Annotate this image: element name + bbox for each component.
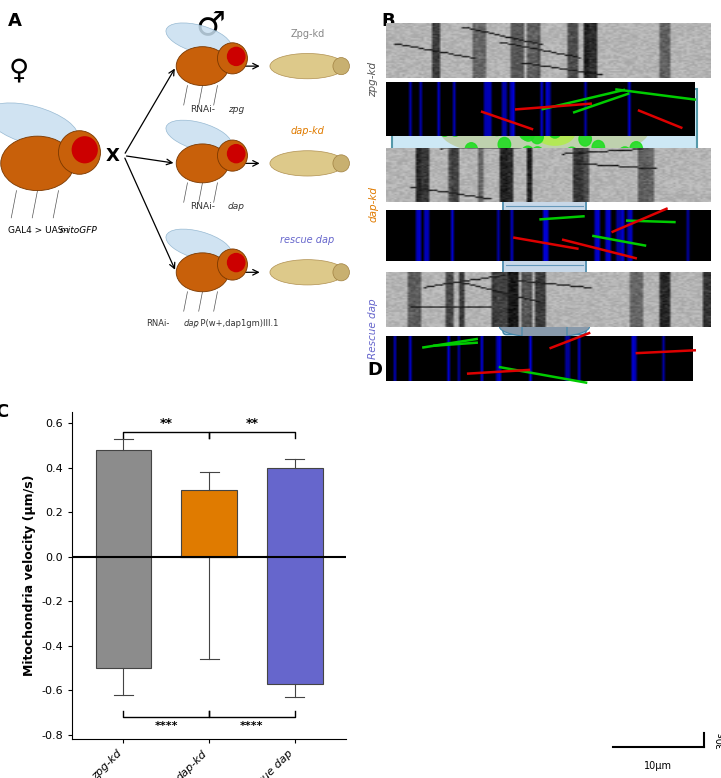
FancyBboxPatch shape [522,325,567,352]
Ellipse shape [270,54,345,79]
Ellipse shape [1,136,74,191]
Circle shape [592,107,604,121]
Text: ; P(w+,dap1gm)III.1: ; P(w+,dap1gm)III.1 [195,319,278,328]
Circle shape [474,100,486,114]
Text: D: D [368,360,383,379]
Text: 10μm: 10μm [645,761,672,771]
Circle shape [58,131,100,174]
Ellipse shape [441,105,648,159]
Text: ****: **** [240,721,264,731]
Bar [96,450,151,668]
Y-axis label: Mitochondria velocity (μm/s): Mitochondria velocity (μm/s) [23,475,36,676]
Circle shape [549,124,561,138]
Circle shape [498,138,510,152]
Circle shape [333,58,350,75]
Text: dap: dap [183,319,199,328]
Text: RNAi-: RNAi- [146,319,169,328]
Circle shape [522,127,534,141]
Ellipse shape [270,151,345,176]
Text: zpg-kd: zpg-kd [368,62,379,97]
Circle shape [627,106,640,120]
Circle shape [469,111,482,125]
Circle shape [630,142,642,156]
Circle shape [500,114,513,128]
Text: Zpg-kd: Zpg-kd [291,29,324,39]
Text: zpg: zpg [228,105,244,114]
Circle shape [521,146,534,160]
Circle shape [592,141,604,155]
Circle shape [333,155,350,172]
Ellipse shape [176,253,229,292]
Circle shape [495,118,508,132]
Ellipse shape [500,316,590,338]
Circle shape [531,130,544,144]
Ellipse shape [0,103,78,148]
Text: GAL4 > UAS-: GAL4 > UAS- [8,226,67,235]
Circle shape [218,43,247,74]
Text: dap-kd: dap-kd [291,126,324,136]
Text: mitoGFP: mitoGFP [60,226,97,235]
Bar [181,490,237,557]
Circle shape [520,126,532,140]
Ellipse shape [176,144,229,183]
Text: X: X [105,146,120,165]
Ellipse shape [513,342,575,366]
Text: **: ** [160,417,173,430]
Text: ♀: ♀ [9,56,29,84]
Circle shape [441,102,454,116]
Ellipse shape [270,260,345,285]
Text: 30s: 30s [717,731,721,748]
Circle shape [579,132,591,146]
Ellipse shape [534,119,575,146]
Circle shape [563,100,576,114]
Circle shape [531,147,544,161]
Text: ♂: ♂ [195,8,225,40]
Circle shape [227,144,246,163]
Circle shape [71,136,98,163]
Circle shape [218,140,247,171]
Text: RNAi-: RNAi- [190,105,215,114]
FancyBboxPatch shape [513,353,577,367]
Text: **: ** [245,417,258,430]
Text: RNAi-: RNAi- [190,202,215,212]
Text: dap-kd: dap-kd [368,186,379,223]
Circle shape [565,147,578,161]
Ellipse shape [176,47,229,86]
Text: Rescue dap: Rescue dap [368,299,379,359]
Circle shape [465,142,477,156]
Circle shape [438,122,451,136]
Ellipse shape [166,229,231,261]
Circle shape [491,121,503,135]
Circle shape [227,253,246,272]
Text: A: A [7,12,22,30]
Circle shape [333,264,350,281]
Text: dap: dap [228,202,244,212]
Ellipse shape [166,120,231,152]
Text: C: C [0,402,9,421]
Circle shape [218,249,247,280]
Circle shape [227,47,246,66]
Circle shape [496,111,508,125]
Text: B: B [382,12,395,30]
Text: ****: **** [154,721,178,731]
Circle shape [591,148,603,162]
FancyBboxPatch shape [392,89,696,175]
Circle shape [518,98,531,112]
Circle shape [449,122,461,136]
Text: rescue dap: rescue dap [280,235,335,245]
FancyBboxPatch shape [503,179,586,335]
Circle shape [455,111,467,125]
Bar [267,468,322,684]
Circle shape [533,107,545,121]
Circle shape [505,99,518,113]
Ellipse shape [166,23,231,55]
Circle shape [619,147,631,161]
